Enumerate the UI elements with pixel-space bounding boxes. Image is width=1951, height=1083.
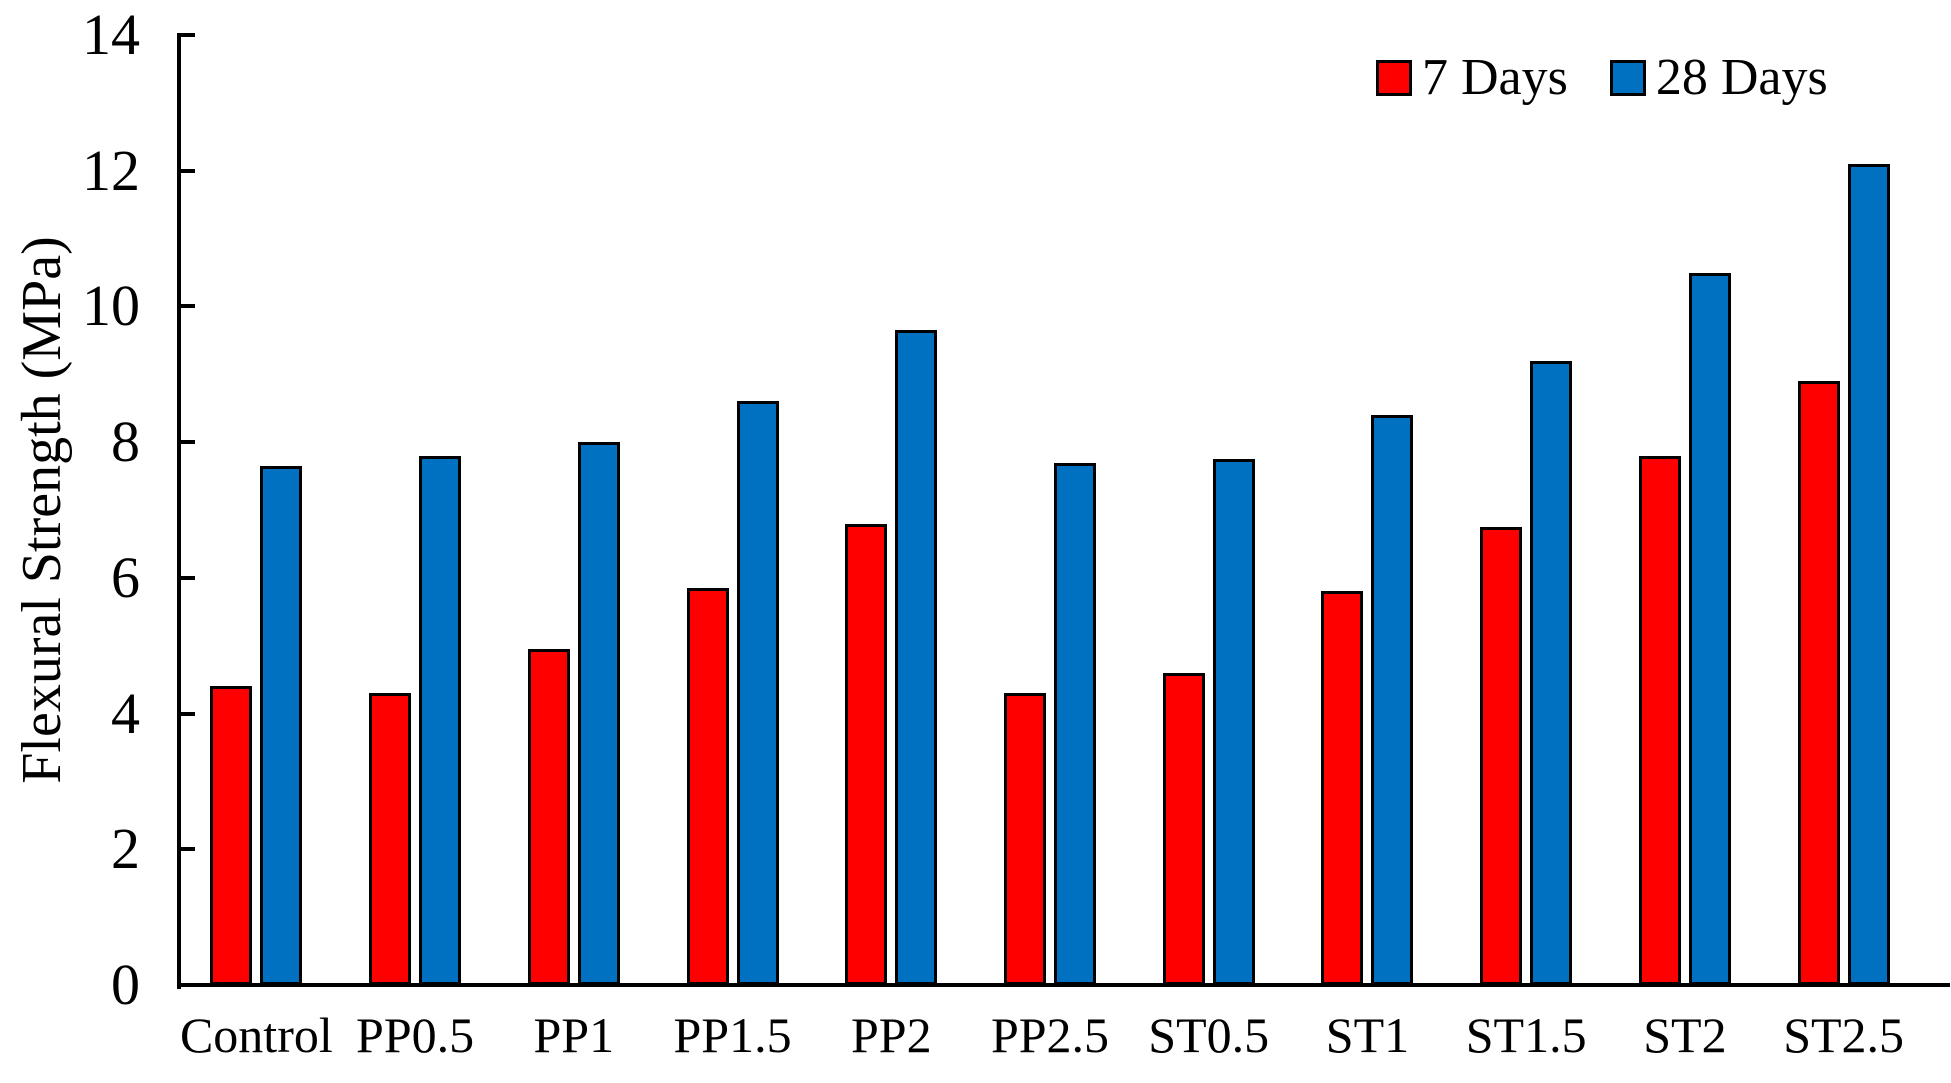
y-tick-label-12: 12 bbox=[82, 137, 140, 203]
legend: 7 Days 28 Days bbox=[1376, 50, 1828, 106]
x-axis-label-st1-5: ST1.5 bbox=[1465, 1007, 1587, 1063]
bar-28-days-st2 bbox=[1688, 272, 1731, 985]
x-axis bbox=[177, 983, 1950, 987]
bar-7-days-pp2-5 bbox=[1004, 693, 1046, 985]
y-tick-14 bbox=[181, 33, 195, 37]
bar-28-days-st0-5 bbox=[1212, 459, 1255, 985]
x-axis-label-pp2-5: PP2.5 bbox=[990, 1007, 1110, 1063]
y-tick-label-0: 0 bbox=[111, 952, 140, 1017]
x-axis-label-pp1: PP1 bbox=[533, 1007, 615, 1063]
y-tick-6 bbox=[181, 575, 195, 580]
bar-7-days-st0-5 bbox=[1162, 672, 1205, 985]
y-tick-label-10: 10 bbox=[82, 273, 140, 339]
x-axis-label-st2-5: ST2.5 bbox=[1783, 1007, 1905, 1063]
bar-7-days-st2-5 bbox=[1797, 381, 1840, 985]
legend-swatch-28-days bbox=[1609, 60, 1646, 96]
bar-28-days-control bbox=[260, 465, 303, 985]
bar-7-days-pp1-5 bbox=[686, 588, 729, 985]
y-tick-label-14: 14 bbox=[82, 2, 140, 67]
bar-28-days-pp0-5 bbox=[419, 455, 462, 985]
legend-label-28-days: 28 Days bbox=[1655, 49, 1828, 106]
bar-28-days-st1-5 bbox=[1530, 360, 1573, 985]
bar-28-days-pp1 bbox=[577, 442, 620, 985]
bar-7-days-st1 bbox=[1321, 591, 1364, 985]
y-tick-12 bbox=[181, 168, 195, 173]
bar-7-days-pp0-5 bbox=[369, 693, 412, 985]
x-axis-label-st1: ST1 bbox=[1325, 1007, 1410, 1063]
bar-28-days-pp2 bbox=[895, 330, 938, 985]
x-axis-label-pp2: PP2 bbox=[850, 1007, 932, 1063]
legend-label-7-days: 7 Days bbox=[1422, 49, 1568, 106]
y-tick-label-4: 4 bbox=[111, 680, 140, 746]
bar-7-days-pp2 bbox=[845, 523, 888, 985]
bar-7-days-pp1 bbox=[527, 649, 570, 985]
x-axis-label-st0-5: ST0.5 bbox=[1148, 1007, 1270, 1063]
bar-28-days-st1 bbox=[1371, 415, 1414, 985]
y-axis bbox=[177, 33, 181, 989]
x-axis-label-st2: ST2 bbox=[1643, 1007, 1727, 1063]
bar-28-days-pp1-5 bbox=[736, 401, 779, 985]
bar-7-days-st2 bbox=[1638, 455, 1681, 985]
bar-7-days-control bbox=[210, 686, 253, 985]
bar-28-days-st2-5 bbox=[1847, 163, 1890, 985]
y-tick-8 bbox=[181, 440, 195, 445]
legend-item-28-days: 28 Days bbox=[1609, 49, 1828, 106]
y-tick-2 bbox=[181, 847, 195, 852]
x-axis-label-control: Control bbox=[179, 1007, 333, 1063]
y-tick-4 bbox=[181, 711, 195, 716]
y-tick-label-8: 8 bbox=[111, 409, 140, 475]
x-axis-label-pp1-5: PP1.5 bbox=[673, 1007, 792, 1063]
legend-swatch-7-days bbox=[1376, 60, 1412, 96]
y-tick-10 bbox=[181, 304, 195, 309]
y-tick-label-2: 2 bbox=[111, 816, 140, 882]
legend-item-7-days: 7 Days bbox=[1376, 50, 1568, 106]
bar-7-days-st1-5 bbox=[1480, 526, 1523, 985]
y-tick-label-6: 6 bbox=[111, 544, 140, 610]
x-axis-label-pp0-5: PP0.5 bbox=[356, 1007, 475, 1063]
bar-28-days-pp2-5 bbox=[1054, 462, 1096, 985]
